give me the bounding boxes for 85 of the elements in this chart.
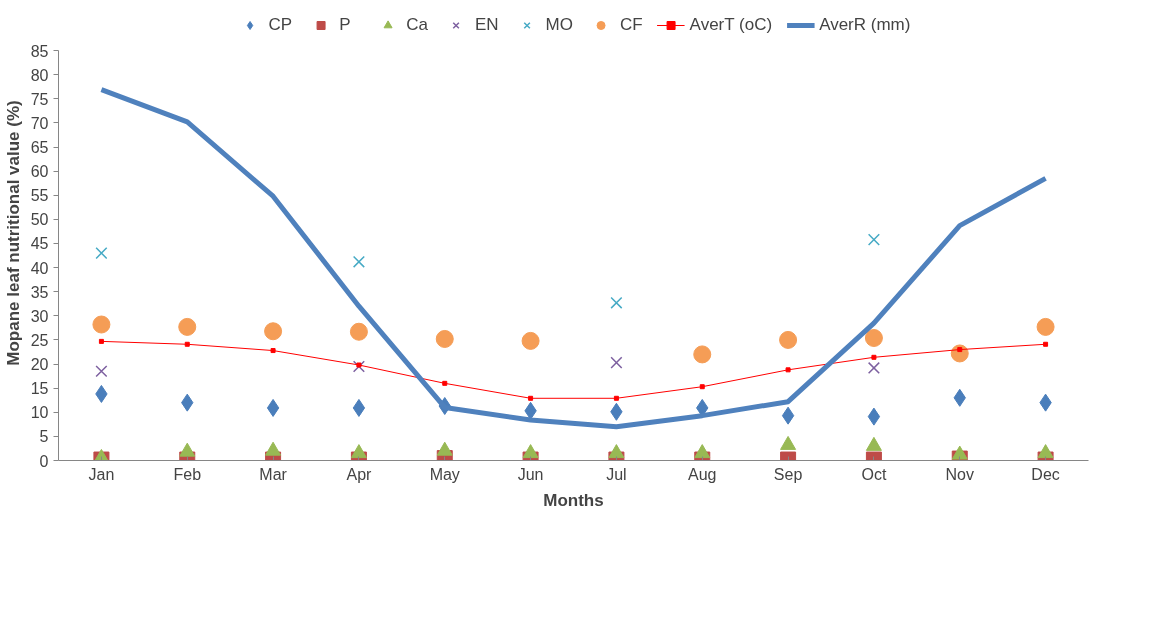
y-tick-label: 75 xyxy=(30,90,49,108)
y-tick-label: 0 xyxy=(39,452,49,470)
x-tick-label: Jan xyxy=(88,465,115,483)
point xyxy=(871,354,877,360)
point xyxy=(184,341,190,347)
point xyxy=(436,441,453,456)
y-tick-label: 20 xyxy=(30,356,49,374)
y-tick-label: 70 xyxy=(30,114,49,132)
y-tick-label: 30 xyxy=(30,307,49,325)
point xyxy=(270,348,276,354)
point xyxy=(528,395,534,401)
point xyxy=(521,331,540,350)
y-tick-label: 60 xyxy=(30,163,49,181)
point xyxy=(957,347,963,353)
point xyxy=(610,356,623,369)
x-tick-label: Sep xyxy=(773,465,803,483)
point xyxy=(92,315,111,334)
point xyxy=(864,329,883,347)
y-tick-label: 85 xyxy=(30,42,49,60)
point xyxy=(352,398,366,417)
legend-label: AverT (oC) xyxy=(689,15,773,35)
x-tick-label: Apr xyxy=(346,465,373,483)
x-axis-title: Months xyxy=(543,490,604,510)
point xyxy=(98,338,104,344)
point xyxy=(779,330,798,349)
point xyxy=(522,444,539,459)
y-tick-label: 80 xyxy=(30,66,49,84)
x-tick-label: Jul xyxy=(606,465,627,483)
point xyxy=(266,398,280,417)
x-tick-label: May xyxy=(429,465,460,483)
point xyxy=(1036,317,1055,336)
legend-label: EN xyxy=(474,15,499,35)
point xyxy=(613,395,619,401)
y-tick-label: 40 xyxy=(30,259,49,277)
x-tick-label: Aug xyxy=(688,465,717,483)
point xyxy=(435,329,454,348)
legend-label: CF xyxy=(619,15,643,35)
point xyxy=(608,444,625,459)
x-tick-label: Feb xyxy=(173,465,202,483)
y-tick-label: 15 xyxy=(30,380,49,398)
point xyxy=(95,247,108,260)
point xyxy=(865,436,882,451)
point xyxy=(352,255,365,268)
x-tick-label: Mar xyxy=(259,465,288,483)
y-tick-label: 10 xyxy=(30,404,49,422)
legend-label: P xyxy=(339,15,352,35)
y-tick-label: 35 xyxy=(30,283,49,301)
point xyxy=(95,365,108,378)
y-tick-label: 45 xyxy=(30,235,49,253)
point xyxy=(356,362,362,368)
point xyxy=(610,296,623,309)
x-tick-label: Dec xyxy=(1031,465,1060,483)
y-tick-label: 65 xyxy=(30,139,49,157)
legend-label: CP xyxy=(268,15,293,35)
point xyxy=(350,444,367,459)
point xyxy=(265,441,282,456)
point xyxy=(1037,444,1054,459)
legend-label: Ca xyxy=(406,15,428,35)
point xyxy=(1043,341,1049,347)
point xyxy=(694,444,711,459)
point xyxy=(951,445,968,460)
y-tick-label: 25 xyxy=(30,331,49,349)
legend-label: MO xyxy=(545,15,573,35)
point xyxy=(785,367,791,373)
y-tick-label: 50 xyxy=(30,211,49,229)
x-tick-label: Nov xyxy=(945,465,974,483)
point xyxy=(867,361,880,374)
point xyxy=(442,380,448,386)
point xyxy=(867,233,880,246)
point xyxy=(179,442,196,457)
point xyxy=(352,360,365,373)
point xyxy=(781,406,795,425)
point xyxy=(264,322,283,341)
y-axis-title: Mopane leaf nutritional value (%) xyxy=(3,100,23,366)
point xyxy=(699,384,705,390)
point xyxy=(867,407,881,426)
point xyxy=(349,322,368,341)
point xyxy=(780,435,797,450)
y-tick-label: 5 xyxy=(39,428,49,446)
x-tick-label: Jun xyxy=(517,465,544,483)
point xyxy=(178,317,197,336)
legend-label: AverR (mm) xyxy=(819,15,911,35)
point xyxy=(693,345,712,364)
x-tick-label: Oct xyxy=(861,465,887,483)
y-tick-label: 55 xyxy=(30,187,49,205)
